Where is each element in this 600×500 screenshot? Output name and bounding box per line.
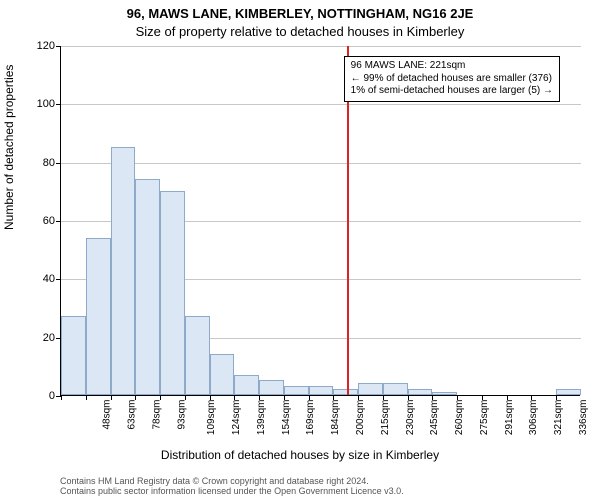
- x-tick-label: 169sqm: [306, 400, 317, 436]
- histogram-bar: [383, 383, 408, 395]
- y-tick-label: 40: [23, 273, 55, 285]
- y-tick-label: 0: [23, 390, 55, 402]
- histogram-bar: [210, 354, 235, 395]
- histogram-bar: [358, 383, 383, 395]
- x-tick-mark: [408, 395, 409, 400]
- footnote-line-1: Contains HM Land Registry data © Crown c…: [60, 476, 580, 486]
- histogram-bar: [86, 238, 111, 396]
- x-tick-mark: [259, 395, 260, 400]
- y-tick-label: 60: [23, 215, 55, 227]
- x-tick-label: 230sqm: [405, 400, 416, 436]
- x-tick-mark: [135, 395, 136, 400]
- y-tick-mark: [56, 46, 61, 47]
- y-tick-mark: [56, 279, 61, 280]
- x-tick-mark: [234, 395, 235, 400]
- histogram-bar: [234, 375, 259, 395]
- x-tick-label: 154sqm: [281, 400, 292, 436]
- x-tick-mark: [531, 395, 532, 400]
- x-tick-mark: [507, 395, 508, 400]
- x-tick-mark: [457, 395, 458, 400]
- data-attribution: Contains HM Land Registry data © Crown c…: [60, 476, 580, 496]
- x-tick-mark: [86, 395, 87, 400]
- x-tick-label: 124sqm: [231, 400, 242, 436]
- x-tick-mark: [309, 395, 310, 400]
- x-tick-mark: [185, 395, 186, 400]
- histogram-bar: [309, 386, 334, 395]
- y-tick-label: 20: [23, 332, 55, 344]
- x-tick-mark: [284, 395, 285, 400]
- x-tick-label: 321sqm: [553, 400, 564, 436]
- x-tick-label: 275sqm: [479, 400, 490, 436]
- gridline: [61, 163, 581, 164]
- property-size-histogram: 96, MAWS LANE, KIMBERLEY, NOTTINGHAM, NG…: [0, 0, 600, 500]
- x-tick-mark: [61, 395, 62, 400]
- histogram-bar: [160, 191, 185, 395]
- x-tick-mark: [358, 395, 359, 400]
- y-tick-label: 100: [23, 98, 55, 110]
- x-tick-label: 200sqm: [355, 400, 366, 436]
- x-tick-mark: [210, 395, 211, 400]
- x-tick-label: 139sqm: [256, 400, 267, 436]
- x-tick-mark: [383, 395, 384, 400]
- y-tick-mark: [56, 104, 61, 105]
- x-tick-label: 109sqm: [207, 400, 218, 436]
- gridline: [61, 104, 581, 105]
- y-tick-label: 80: [23, 157, 55, 169]
- x-tick-label: 63sqm: [127, 400, 138, 430]
- x-tick-mark: [160, 395, 161, 400]
- x-tick-label: 93sqm: [176, 400, 187, 430]
- x-tick-label: 48sqm: [102, 400, 113, 430]
- histogram-bar: [259, 380, 284, 395]
- y-tick-mark: [56, 163, 61, 164]
- histogram-bar: [111, 147, 136, 395]
- x-tick-mark: [432, 395, 433, 400]
- x-tick-label: 306sqm: [528, 400, 539, 436]
- histogram-bar: [135, 179, 160, 395]
- annotation-text: 1% of semi-detached houses are larger (5…: [351, 85, 553, 98]
- x-tick-label: 336sqm: [578, 400, 589, 436]
- x-tick-label: 260sqm: [454, 400, 465, 436]
- histogram-bar: [408, 389, 433, 395]
- plot-area: 02040608010012048sqm63sqm78sqm93sqm109sq…: [60, 46, 580, 396]
- annotation-box: 96 MAWS LANE: 221sqm← 99% of detached ho…: [344, 56, 560, 102]
- histogram-bar: [185, 316, 210, 395]
- chart-title-address: 96, MAWS LANE, KIMBERLEY, NOTTINGHAM, NG…: [0, 6, 600, 21]
- y-axis-label: Number of detached properties: [2, 65, 16, 230]
- x-tick-label: 245sqm: [429, 400, 440, 436]
- x-tick-mark: [333, 395, 334, 400]
- histogram-bar: [284, 386, 309, 395]
- x-tick-label: 78sqm: [151, 400, 162, 430]
- x-tick-mark: [111, 395, 112, 400]
- annotation-text: ← 99% of detached houses are smaller (37…: [351, 73, 553, 86]
- annotation-text: 96 MAWS LANE: 221sqm: [351, 60, 553, 73]
- x-axis-label: Distribution of detached houses by size …: [0, 448, 600, 462]
- x-tick-label: 184sqm: [330, 400, 341, 436]
- chart-title-desc: Size of property relative to detached ho…: [0, 24, 600, 39]
- gridline: [61, 46, 581, 47]
- footnote-line-2: Contains public sector information licen…: [60, 486, 580, 496]
- y-tick-mark: [56, 221, 61, 222]
- x-tick-label: 291sqm: [504, 400, 515, 436]
- histogram-bar: [61, 316, 86, 395]
- histogram-bar: [556, 389, 581, 395]
- histogram-bar: [432, 392, 457, 395]
- y-tick-label: 120: [23, 40, 55, 52]
- x-tick-label: 215sqm: [380, 400, 391, 436]
- x-tick-mark: [482, 395, 483, 400]
- x-tick-mark: [556, 395, 557, 400]
